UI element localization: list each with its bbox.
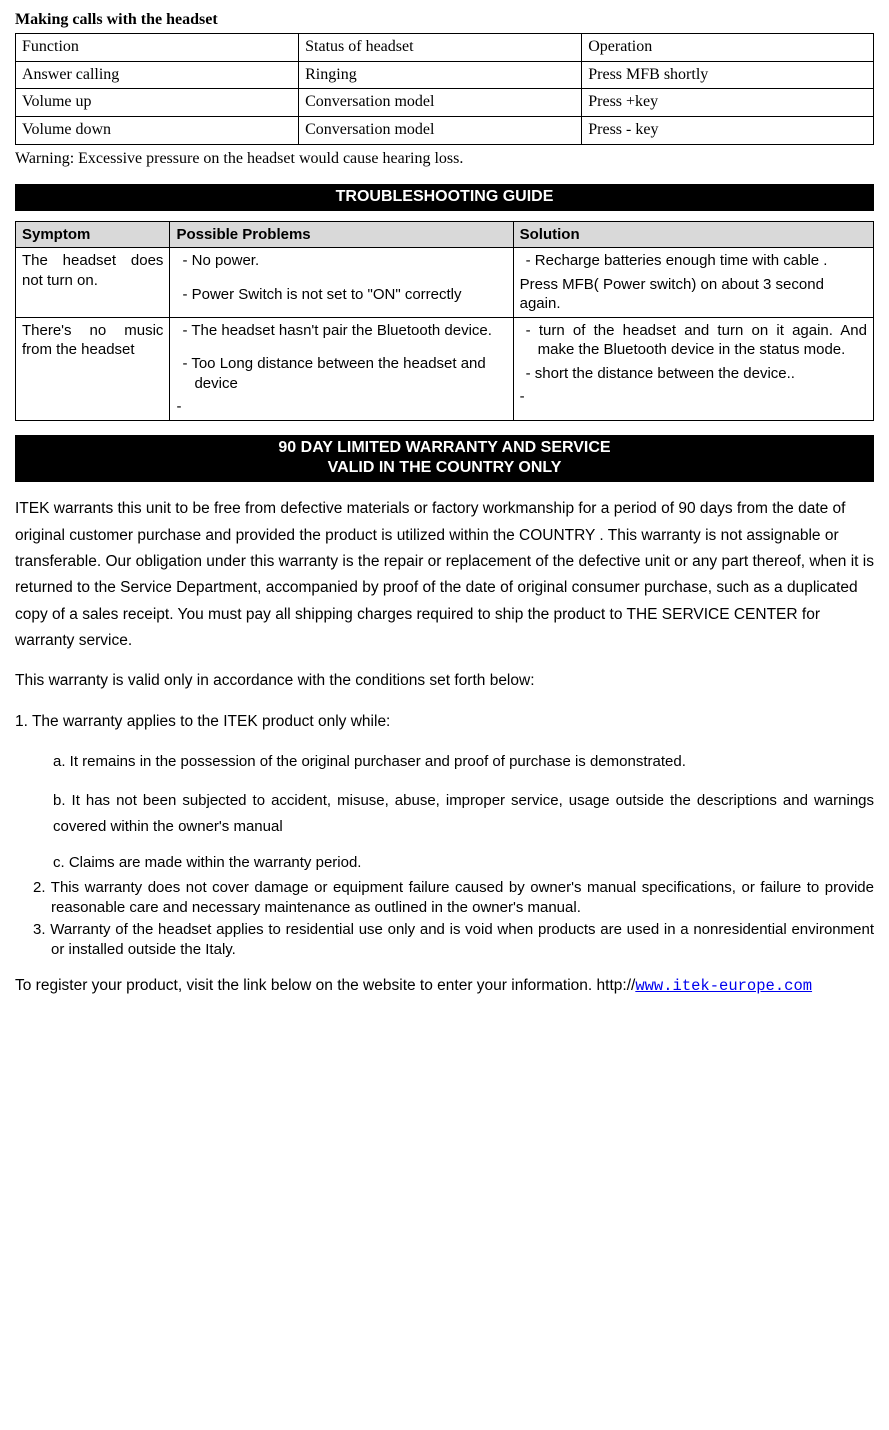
item1b-text: b. It has not been subjected to accident… bbox=[53, 792, 874, 835]
calls-title: Making calls with the headset bbox=[15, 10, 874, 31]
troubleshoot-banner: TROUBLESHOOTING GUIDE bbox=[15, 184, 874, 211]
problems-cell: The headset hasn't pair the Bluetooth de… bbox=[170, 317, 513, 420]
problems-cell: No power. Power Switch is not set to "ON… bbox=[170, 248, 513, 318]
warranty-item2: 2. This warranty does not cover damage o… bbox=[15, 878, 874, 919]
para1-text: warrants this unit to be free from defec… bbox=[15, 500, 874, 649]
solution-item: Recharge batteries enough time with cabl… bbox=[520, 251, 867, 271]
warranty-para1: ITEK warrants this unit to be free from … bbox=[15, 496, 874, 654]
cell: Volume up bbox=[16, 89, 299, 117]
warranty-item3: 3. Warranty of the headset applies to re… bbox=[15, 920, 874, 961]
item3-text: 3. Warranty of the headset applies to re… bbox=[33, 921, 874, 958]
solution-cell: turn of the headset and turn on it again… bbox=[513, 317, 873, 420]
table-row: Volume down Conversation model Press - k… bbox=[16, 117, 874, 145]
solution-cell: Recharge batteries enough time with cabl… bbox=[513, 248, 873, 318]
table-row: Volume up Conversation model Press +key bbox=[16, 89, 874, 117]
dash-empty: - bbox=[520, 388, 525, 405]
symptom-cell: The headset does not turn on. bbox=[16, 248, 170, 318]
cell: Conversation model bbox=[299, 89, 582, 117]
register-link[interactable]: www.itek-europe.com bbox=[635, 977, 812, 995]
item2-text: 2. This warranty does not cover damage o… bbox=[33, 879, 874, 916]
th-problems: Possible Problems bbox=[170, 221, 513, 248]
table-row: Function Status of headset Operation bbox=[16, 33, 874, 61]
th-symptom: Symptom bbox=[16, 221, 170, 248]
warranty-item1: 1. The warranty applies to the ITEK prod… bbox=[15, 709, 874, 735]
th-status: Status of headset bbox=[299, 33, 582, 61]
problem-item: Too Long distance between the headset an… bbox=[176, 354, 506, 393]
warranty-item1b: b. It has not been subjected to accident… bbox=[15, 788, 874, 839]
problem-item: Power Switch is not set to "ON" correctl… bbox=[176, 285, 506, 305]
symptom-cell: There's no music from the headset bbox=[16, 317, 170, 420]
warranty-item1c: c. Claims are made within the warranty p… bbox=[15, 853, 874, 873]
warranty-banner-line1: 90 DAY LIMITED WARRANTY AND SERVICE bbox=[15, 438, 874, 459]
cell: Press - key bbox=[582, 117, 874, 145]
warranty-banner-line2: VALID IN THE COUNTRY ONLY bbox=[15, 458, 874, 479]
item1-post: product only while: bbox=[258, 713, 391, 730]
th-solution: Solution bbox=[513, 221, 873, 248]
warranty-banner: 90 DAY LIMITED WARRANTY AND SERVICE VALI… bbox=[15, 435, 874, 483]
solution-item: turn of the headset and turn on it again… bbox=[520, 321, 867, 360]
th-operation: Operation bbox=[582, 33, 874, 61]
warranty-item1a: a. It remains in the possession of the o… bbox=[15, 749, 874, 775]
dash-empty: - bbox=[176, 398, 181, 415]
cell: Ringing bbox=[299, 61, 582, 89]
cell: Press MFB shortly bbox=[582, 61, 874, 89]
cell: Volume down bbox=[16, 117, 299, 145]
table-row: Answer calling Ringing Press MFB shortly bbox=[16, 61, 874, 89]
brand-name: ITEK bbox=[223, 713, 257, 730]
item1a-text: a. It remains in the possession of the o… bbox=[53, 753, 686, 770]
table-row: There's no music from the headset The he… bbox=[16, 317, 874, 420]
troubleshoot-table: Symptom Possible Problems Solution The h… bbox=[15, 221, 874, 421]
warranty-register: To register your product, visit the link… bbox=[15, 975, 874, 998]
problem-item: No power. bbox=[176, 251, 506, 271]
brand-name: ITEK bbox=[15, 500, 49, 517]
cell: Press +key bbox=[582, 89, 874, 117]
register-pre: To register your product, visit the link… bbox=[15, 977, 635, 994]
th-function: Function bbox=[16, 33, 299, 61]
item1-pre: 1. The warranty applies to the bbox=[15, 713, 223, 730]
warning-text: Warning: Excessive pressure on the heads… bbox=[15, 149, 874, 170]
warranty-para2: This warranty is valid only in accordanc… bbox=[15, 668, 874, 694]
calls-table: Function Status of headset Operation Ans… bbox=[15, 33, 874, 145]
cell: Answer calling bbox=[16, 61, 299, 89]
solution-item: short the distance between the device.. bbox=[520, 364, 867, 384]
cell: Conversation model bbox=[299, 117, 582, 145]
table-row: The headset does not turn on. No power. … bbox=[16, 248, 874, 318]
problem-item: The headset hasn't pair the Bluetooth de… bbox=[176, 321, 506, 341]
table-row: Symptom Possible Problems Solution bbox=[16, 221, 874, 248]
solution-plain: Press MFB( Power switch) on about 3 seco… bbox=[520, 276, 824, 313]
